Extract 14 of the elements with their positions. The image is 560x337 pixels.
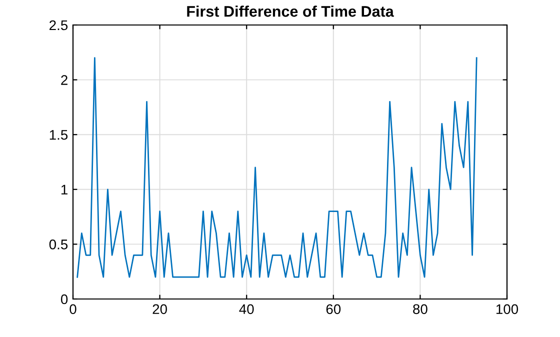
- y-tick-label: 2.5: [50, 20, 68, 30]
- y-tick-label: 1.5: [50, 130, 68, 140]
- line-series: [76, 57, 478, 278]
- chart-title: First Difference of Time Data: [187, 6, 394, 17]
- y-tick-label: 0.5: [49, 240, 68, 250]
- x-tick-label: 0: [70, 304, 76, 314]
- x-tick-label: 100: [496, 304, 518, 314]
- x-tick-label: 20: [152, 304, 167, 314]
- x-tick-label: 80: [413, 304, 428, 314]
- x-tick-label: 40: [239, 304, 254, 314]
- x-tick-label: 60: [326, 304, 341, 314]
- y-tick-label: 2: [61, 75, 68, 85]
- y-tick-label: 1: [61, 184, 68, 194]
- y-tick-label: 0: [60, 294, 68, 304]
